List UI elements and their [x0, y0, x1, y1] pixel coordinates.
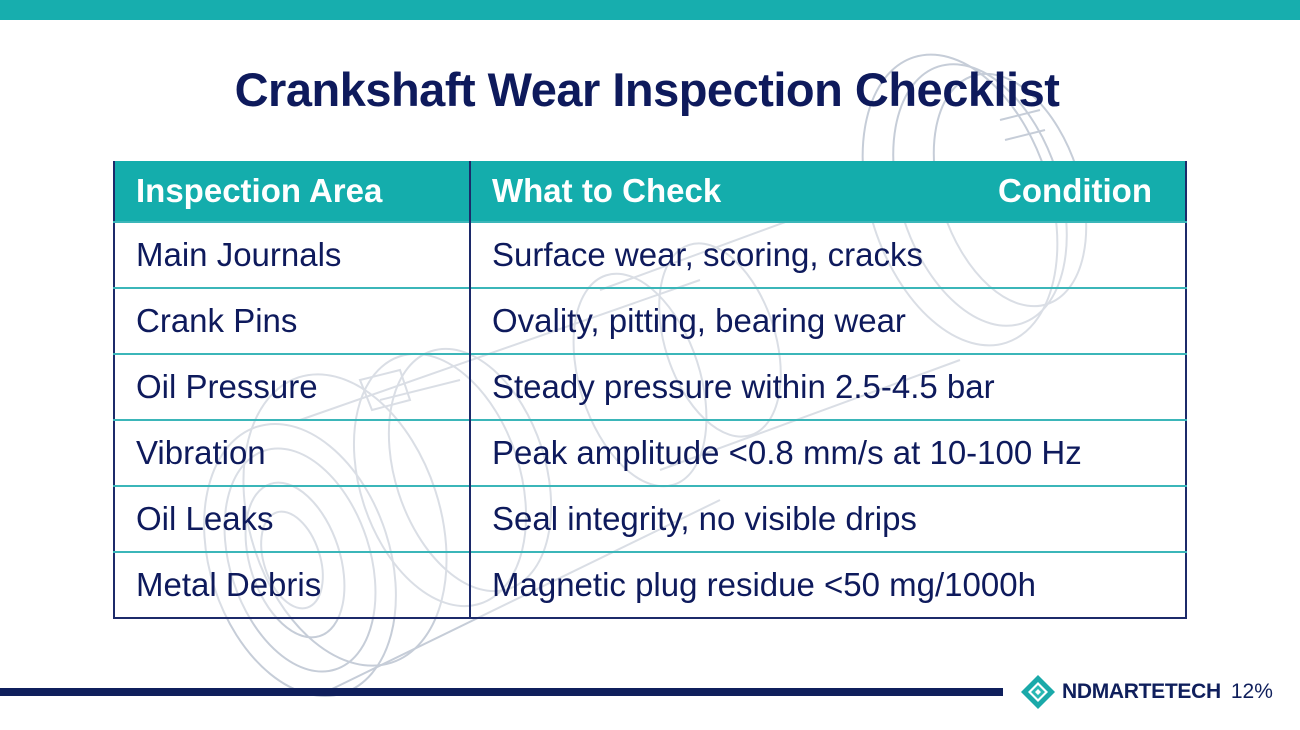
header-what-to-check-label: What to Check	[492, 172, 722, 209]
top-accent-bar	[0, 0, 1300, 20]
inspection-table: Inspection Area What to Check Condition …	[113, 161, 1187, 619]
progress-percent: 12%	[1230, 680, 1273, 703]
table-row: Vibration Peak amplitude <0.8 mm/s at 10…	[114, 420, 1186, 486]
table-row: Oil Leaks Seal integrity, no visible dri…	[114, 486, 1186, 552]
cell-area: Main Journals	[114, 222, 471, 288]
cell-check: Ovality, pitting, bearing wear	[470, 288, 1186, 354]
footer-divider-bar	[0, 688, 1003, 696]
cell-area: Oil Leaks	[114, 486, 471, 552]
header-inspection-area: Inspection Area	[114, 161, 471, 222]
brand-footer: NDMARTETECH 12%	[1020, 674, 1273, 710]
cell-check: Steady pressure within 2.5-4.5 bar	[470, 354, 1186, 420]
table-row: Oil Pressure Steady pressure within 2.5-…	[114, 354, 1186, 420]
header-what-to-check: What to Check Condition	[470, 161, 1186, 222]
cell-area: Vibration	[114, 420, 471, 486]
cell-check: Surface wear, scoring, cracks	[470, 222, 1186, 288]
table-row: Metal Debris Magnetic plug residue <50 m…	[114, 552, 1186, 618]
cell-area: Metal Debris	[114, 552, 471, 618]
table-header-row: Inspection Area What to Check Condition	[114, 161, 1186, 222]
table-row: Main Journals Surface wear, scoring, cra…	[114, 222, 1186, 288]
cell-area: Oil Pressure	[114, 354, 471, 420]
diamond-chevron-logo-icon	[1021, 675, 1055, 709]
cell-check: Magnetic plug residue <50 mg/1000h	[470, 552, 1186, 618]
cell-check: Peak amplitude <0.8 mm/s at 10-100 Hz	[470, 420, 1186, 486]
header-condition: Condition	[998, 172, 1152, 209]
table-row: Crank Pins Ovality, pitting, bearing wea…	[114, 288, 1186, 354]
brand-name: NDMARTETECH	[1062, 680, 1221, 703]
cell-area: Crank Pins	[114, 288, 471, 354]
page-title: Crankshaft Wear Inspection Checklist	[234, 63, 1060, 116]
cell-check: Seal integrity, no visible drips	[470, 486, 1186, 552]
